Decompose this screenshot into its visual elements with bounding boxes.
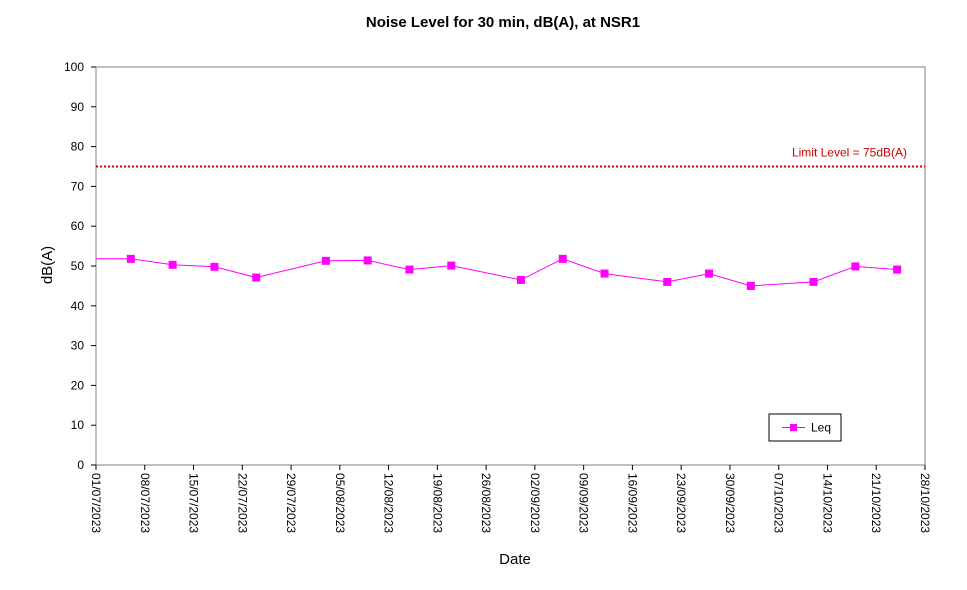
limit-label: Limit Level = 75dB(A) xyxy=(792,146,907,160)
x-tick-label: 12/08/2023 xyxy=(382,473,396,533)
data-point xyxy=(447,261,456,270)
data-point xyxy=(126,254,135,263)
plot-area xyxy=(95,66,926,466)
x-tick-label: 09/09/2023 xyxy=(577,473,591,533)
y-tick-label: 10 xyxy=(71,418,85,432)
x-axis-label: Date xyxy=(499,551,531,568)
axes: 0 10 20 30 40 50 60 70 80 90 100 01/07/2023 08/07/20… xyxy=(64,60,932,533)
legend-marker xyxy=(790,424,797,431)
y-axis-label: dB(A) xyxy=(39,246,56,284)
y-tick-label: 100 xyxy=(64,60,84,74)
data-point xyxy=(516,275,525,284)
x-tick-label: 02/09/2023 xyxy=(528,473,542,533)
reference-lines: Limit Level = 75dB(A) xyxy=(96,146,925,168)
x-tick-label: 23/09/2023 xyxy=(674,473,688,533)
x-tick-label: 16/09/2023 xyxy=(625,473,639,533)
y-tick-label: 0 xyxy=(77,458,84,472)
x-tick-label: 30/09/2023 xyxy=(723,473,737,533)
x-tick-label: 01/07/2023 xyxy=(89,473,103,533)
x-tick-label: 08/07/2023 xyxy=(138,473,152,533)
x-tick-label: 29/07/2023 xyxy=(284,473,298,533)
y-tick-label: 80 xyxy=(71,140,85,154)
x-tick-label: 28/10/2023 xyxy=(918,473,932,533)
data-point xyxy=(321,256,330,265)
data-point xyxy=(705,269,714,278)
legend-label: Leq xyxy=(811,421,831,435)
data-point xyxy=(663,277,672,286)
data-point xyxy=(851,262,860,271)
data-point xyxy=(252,273,261,282)
data-point xyxy=(809,277,818,286)
x-tick-label: 22/07/2023 xyxy=(235,473,249,533)
chart-title: Noise Level for 30 min, dB(A), at NSR1 xyxy=(366,14,640,31)
x-tick-label: 07/10/2023 xyxy=(772,473,786,533)
x-tick-label: 21/10/2023 xyxy=(869,473,883,533)
data-point xyxy=(405,265,414,274)
y-tick-label: 60 xyxy=(71,219,85,233)
data-point xyxy=(210,262,219,271)
legend: Leq xyxy=(768,413,842,442)
x-tick-label: 15/07/2023 xyxy=(187,473,201,533)
x-tick-label: 05/08/2023 xyxy=(333,473,347,533)
data-point xyxy=(893,265,902,274)
x-tick-label: 26/08/2023 xyxy=(479,473,493,533)
x-tick-label: 19/08/2023 xyxy=(430,473,444,533)
x-tick-label: 14/10/2023 xyxy=(820,473,834,533)
y-tick-label: 30 xyxy=(71,339,85,353)
data-point xyxy=(168,260,177,269)
y-tick-label: 70 xyxy=(71,179,85,193)
series-group xyxy=(96,254,902,290)
series-line-leq xyxy=(96,258,898,287)
y-tick-label: 40 xyxy=(71,299,85,313)
data-point xyxy=(600,269,609,278)
y-tick-label: 90 xyxy=(71,100,85,114)
y-tick-label: 50 xyxy=(71,259,85,273)
data-point xyxy=(558,254,567,263)
data-point xyxy=(363,256,372,265)
y-tick-label: 20 xyxy=(71,378,85,392)
data-point xyxy=(746,281,755,290)
